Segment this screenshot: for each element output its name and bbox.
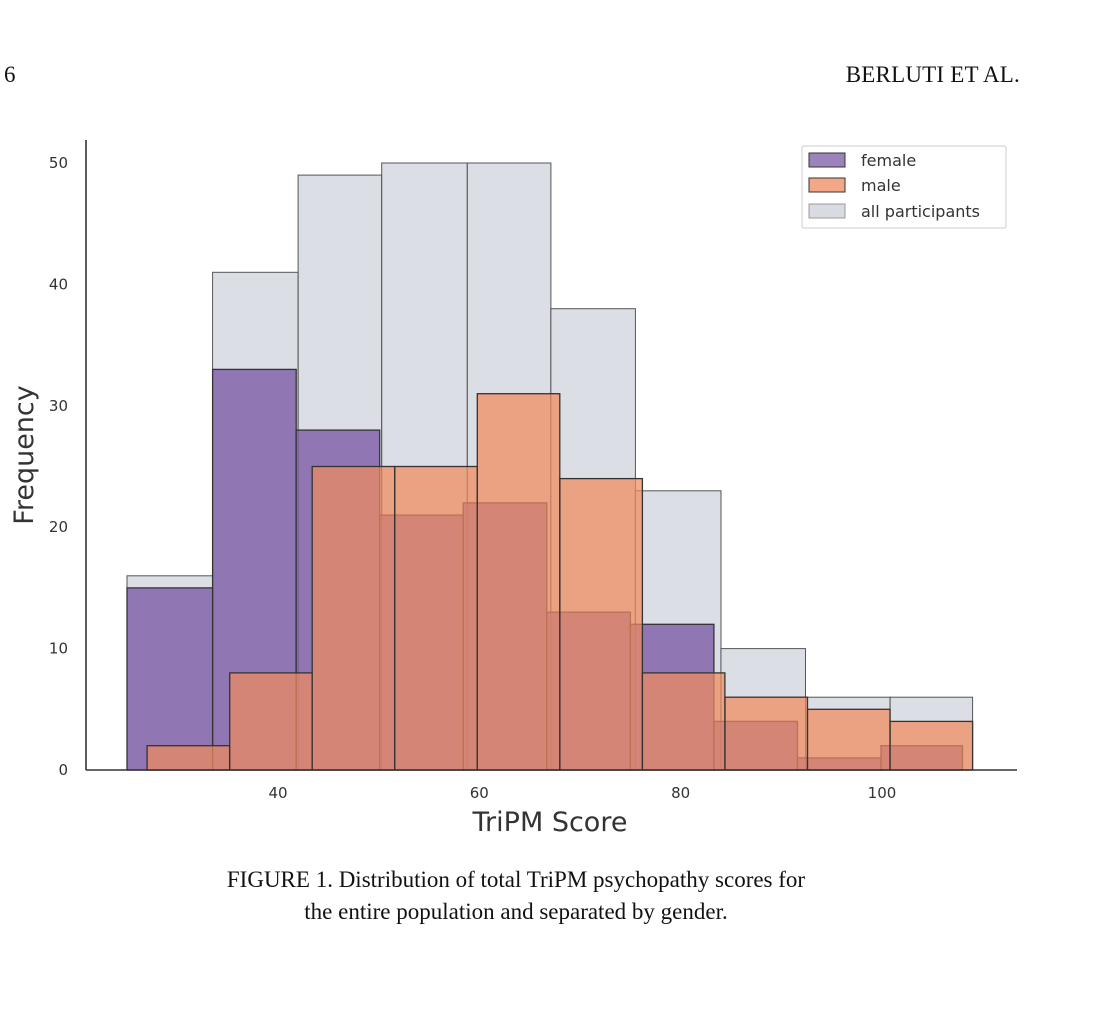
tripm-histogram-chart: 0 10 20 30 40 50 40 60 80 100 TriPM Score Freque… (9, 140, 1017, 838)
legend-swatch-all (808, 203, 846, 219)
male-bar-10 (889, 720, 974, 771)
legend-swatch-female (808, 152, 846, 168)
legend-swatch-male (808, 177, 846, 193)
female-bar-1 (126, 587, 214, 771)
y-tick-label-0: 0 (58, 761, 68, 779)
x-tick-label-100: 100 (868, 784, 897, 802)
running-head: BERLUTI ET AL. (845, 62, 1020, 87)
male-bar-4 (394, 465, 478, 771)
x-tick-labels: 40 60 80 100 (268, 784, 896, 802)
y-tick-label-10: 10 (49, 640, 68, 658)
caption-line-2: the entire population and separated by g… (304, 899, 728, 924)
male-bar-7 (641, 672, 726, 771)
figure-caption: FIGURE 1. Distribution of total TriPM ps… (0, 864, 1032, 928)
male-bars (146, 393, 974, 771)
page-number: 6 (4, 62, 16, 87)
y-tick-label-30: 30 (49, 397, 68, 415)
y-axis-title: Frequency (9, 385, 40, 525)
caption-line-1: FIGURE 1. Distribution of total TriPM ps… (226, 867, 806, 892)
male-bar-6 (559, 477, 644, 771)
legend-label-all: all participants (861, 202, 980, 221)
legend: female male all participants (801, 145, 1007, 229)
y-tick-label-50: 50 (49, 154, 68, 172)
male-bar-8 (724, 696, 809, 771)
x-axis-title: TriPM Score (472, 807, 628, 838)
x-tick-label-60: 60 (470, 784, 489, 802)
x-tick-label-80: 80 (671, 784, 690, 802)
legend-frame (801, 145, 1007, 229)
legend-label-female: female (861, 151, 916, 170)
male-bar-3 (311, 465, 396, 771)
x-tick-label-40: 40 (268, 784, 287, 802)
y-tick-label-40: 40 (49, 275, 68, 293)
male-bar-9 (806, 708, 891, 771)
male-bar-2 (229, 672, 313, 771)
male-bar-5 (476, 393, 561, 771)
legend-label-male: male (861, 176, 901, 195)
y-tick-labels: 0 10 20 30 40 50 (49, 154, 68, 779)
male-bar-1 (146, 745, 231, 771)
y-tick-label-20: 20 (49, 518, 68, 536)
